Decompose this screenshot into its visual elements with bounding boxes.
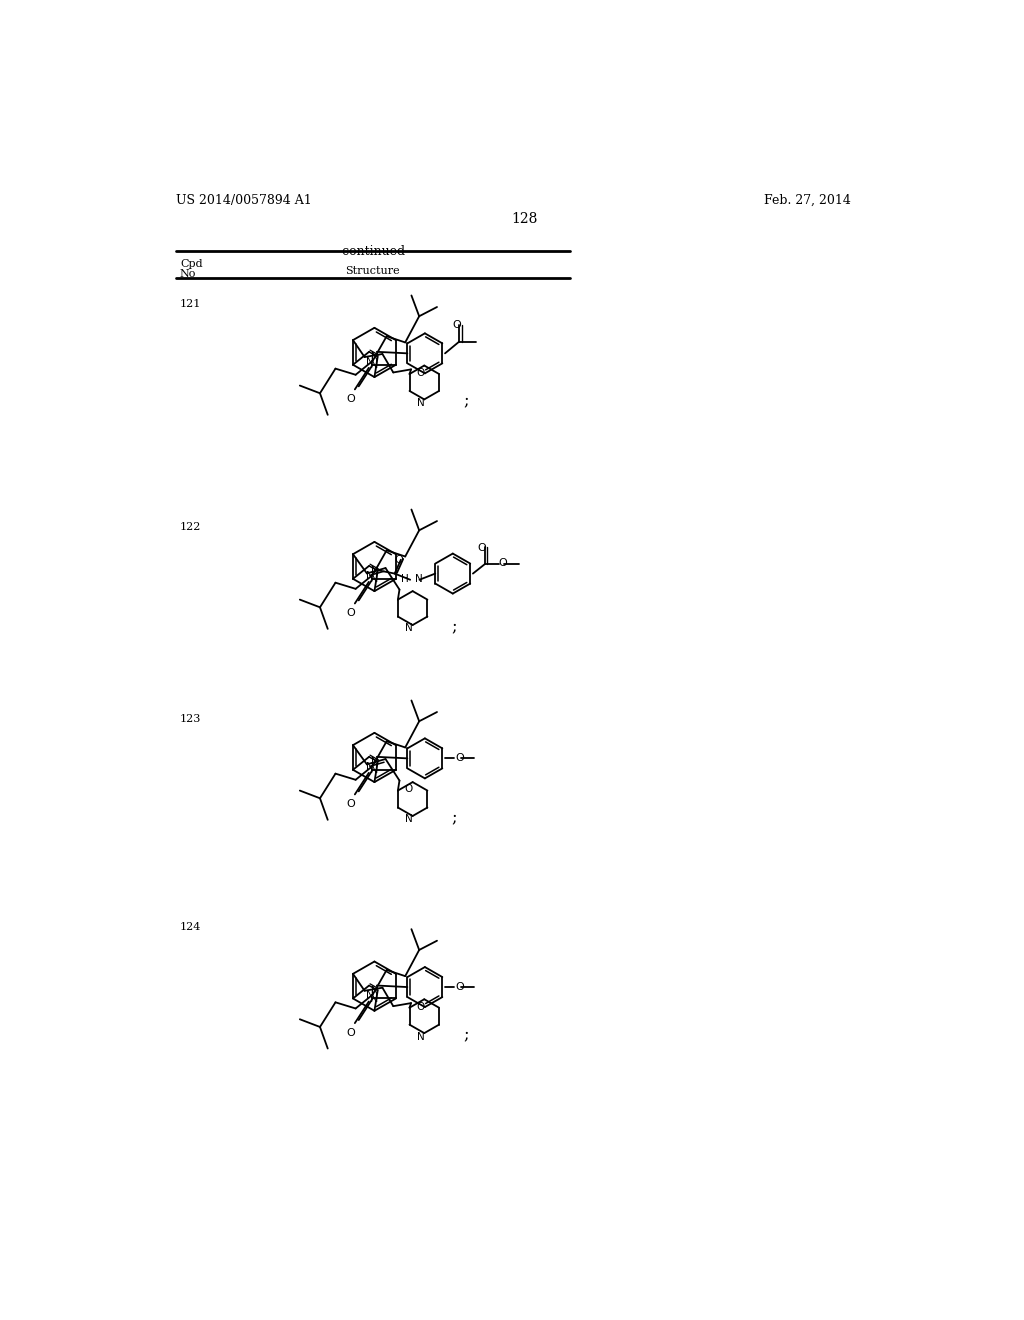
Text: N: N (366, 990, 374, 1001)
Text: N: N (415, 574, 423, 583)
Text: ;: ; (463, 392, 469, 409)
Text: Cpd: Cpd (180, 259, 203, 268)
Text: O: O (455, 752, 464, 763)
Text: Structure: Structure (345, 267, 399, 276)
Text: N: N (370, 766, 379, 775)
Text: No: No (180, 268, 197, 279)
Text: N: N (417, 397, 424, 408)
Text: O: O (346, 1028, 355, 1038)
Text: N: N (370, 994, 379, 1003)
Text: 123: 123 (180, 714, 202, 725)
Text: O: O (404, 784, 413, 795)
Text: O: O (417, 368, 425, 378)
Text: O: O (417, 1002, 425, 1011)
Text: N: N (370, 360, 379, 370)
Text: 124: 124 (180, 923, 202, 932)
Text: N: N (417, 1032, 424, 1041)
Text: N: N (366, 762, 374, 772)
Text: -continued: -continued (339, 244, 406, 257)
Text: N: N (366, 570, 374, 581)
Text: US 2014/0057894 A1: US 2014/0057894 A1 (176, 194, 311, 207)
Text: O: O (346, 799, 355, 809)
Text: O: O (453, 321, 461, 330)
Text: ;: ; (452, 618, 457, 635)
Text: N: N (371, 756, 379, 767)
Text: N: N (370, 574, 379, 585)
Text: O: O (346, 609, 355, 618)
Text: ;: ; (452, 808, 457, 825)
Text: Feb. 27, 2014: Feb. 27, 2014 (764, 194, 850, 207)
Text: N: N (371, 352, 379, 362)
Text: O: O (394, 556, 402, 565)
Text: N: N (404, 814, 413, 825)
Text: N: N (371, 566, 379, 576)
Text: ;: ; (463, 1026, 469, 1043)
Text: N: N (371, 986, 379, 995)
Text: N: N (404, 623, 413, 634)
Text: O: O (346, 395, 355, 404)
Text: O: O (499, 558, 507, 568)
Text: O: O (477, 543, 485, 553)
Text: 121: 121 (180, 298, 202, 309)
Text: O: O (455, 982, 464, 991)
Text: 122: 122 (180, 521, 202, 532)
Text: 128: 128 (512, 213, 538, 226)
Text: H: H (400, 574, 409, 583)
Text: N: N (366, 356, 374, 367)
